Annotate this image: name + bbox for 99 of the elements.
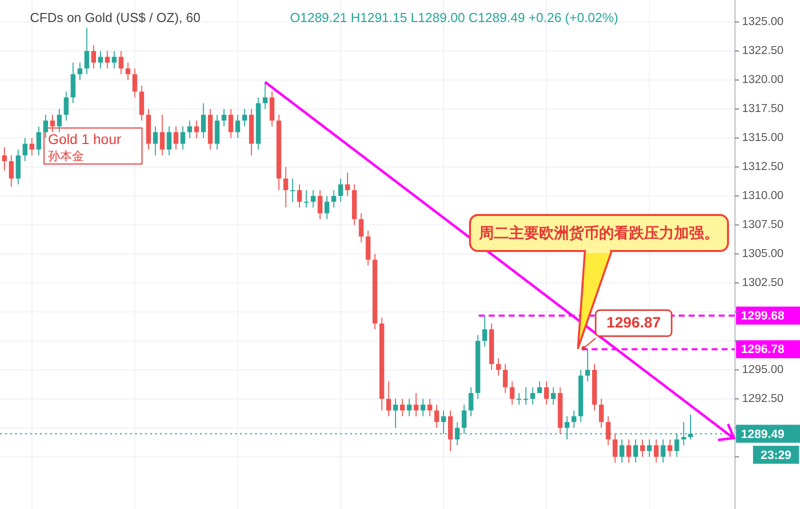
candlestick [640, 438, 645, 458]
y-tick-label: 1322.50 [742, 45, 784, 58]
candlestick [152, 126, 158, 156]
candlestick [338, 178, 344, 202]
candlestick [304, 190, 309, 208]
candlestick [400, 398, 405, 417]
candlestick [626, 438, 632, 464]
candlestick [318, 190, 322, 220]
candlestick [516, 392, 522, 406]
y-tick-label: 1305.00 [742, 248, 784, 260]
candlestick [544, 380, 549, 406]
candlestick [502, 364, 508, 394]
candlestick [633, 438, 638, 464]
text: CFDs on Gold (US$ / OZ), 60 [30, 10, 200, 25]
candlestick [2, 146, 7, 171]
y-tick-label: 1325.00 [742, 16, 784, 28]
candlestick [166, 126, 172, 156]
candlestick [468, 386, 474, 417]
annotation: 1296.87 [606, 314, 661, 332]
candlestick [222, 108, 226, 127]
candlestick [606, 416, 611, 446]
y-tick-label: 1320.00 [742, 74, 784, 86]
candlestick [16, 149, 21, 185]
y-tick-label: 1302.50 [742, 276, 784, 289]
ref-line-label: 1296.78 [741, 342, 785, 356]
candlestick [50, 114, 55, 133]
candlestick [84, 27, 90, 75]
text: 23:29 [760, 448, 792, 462]
candlestick [441, 410, 446, 434]
candlestick [393, 398, 398, 428]
candlestick [324, 195, 330, 220]
candlestick [550, 386, 556, 406]
y-tick-label: 1317.50 [742, 102, 784, 115]
candlestick [160, 114, 165, 156]
candlestick [214, 114, 220, 150]
candlestick [660, 438, 666, 464]
candlestick [235, 114, 240, 138]
y-tick-label: 1315.00 [742, 132, 784, 144]
candlestick [270, 91, 274, 127]
annotation: 孙本金 [48, 149, 84, 163]
candlestick [420, 398, 426, 417]
candlestick [523, 386, 528, 406]
candlestick [126, 62, 130, 80]
candlestick [22, 137, 28, 162]
candlestick [139, 85, 144, 122]
candlestick [414, 392, 419, 417]
candlestick [386, 380, 392, 417]
y-tick-label: 1310.00 [742, 190, 784, 202]
candlestick [64, 91, 69, 122]
candlestick [434, 404, 440, 428]
candlestick [91, 44, 96, 69]
candlestick [620, 438, 624, 464]
candlestick [654, 438, 659, 464]
candlestick [530, 386, 536, 406]
candlestick [228, 108, 234, 138]
y-tick-label: 1307.50 [742, 218, 784, 231]
candlestick [612, 433, 618, 464]
y-tick-label: 1295.00 [742, 364, 784, 376]
candlestick [297, 184, 302, 208]
candlestick [290, 178, 296, 202]
candlestick [366, 230, 370, 266]
y-tick-label: 1292.50 [742, 392, 784, 405]
candlestick [462, 404, 467, 434]
candlestick [104, 50, 110, 69]
ref-line-label: 1299.68 [741, 308, 785, 323]
y-tick-label: 1312.50 [742, 160, 784, 173]
candlestick [70, 62, 76, 104]
candlestick [668, 438, 672, 458]
candlestick [283, 166, 288, 208]
candlestick [201, 102, 206, 138]
annotation: 周二主要欧洲货币的看跌压力加强。 [478, 224, 719, 242]
candlestick [358, 212, 364, 243]
candlestick [510, 380, 515, 406]
candlestick [345, 172, 350, 196]
candlestick [56, 108, 62, 133]
candlestick [43, 114, 48, 138]
annotation: Gold 1 hour [48, 131, 122, 147]
candlestick [406, 398, 412, 417]
candlestick [598, 398, 604, 428]
candlestick [30, 137, 34, 156]
candlestick [482, 315, 488, 348]
candlestick [36, 126, 42, 156]
candlestick [496, 358, 501, 376]
candlestick [242, 108, 247, 127]
candlestick [118, 50, 124, 75]
candlestick [78, 62, 82, 80]
candlestick [194, 120, 199, 138]
candlestick [427, 398, 432, 417]
ref-line-label: 1289.49 [741, 426, 785, 441]
candlestick [572, 410, 576, 428]
candlestick [174, 126, 178, 150]
candlestick [132, 68, 138, 98]
candlestick [646, 438, 652, 458]
candlestick [180, 126, 186, 150]
candlestick [448, 410, 453, 452]
candlestick [585, 348, 590, 382]
annotation: O1289.21 H1291.15 L1289.00 C1289.49 +0.26 (+0.02%) [290, 10, 618, 25]
candlestick [8, 154, 14, 188]
candlestick [98, 50, 103, 69]
